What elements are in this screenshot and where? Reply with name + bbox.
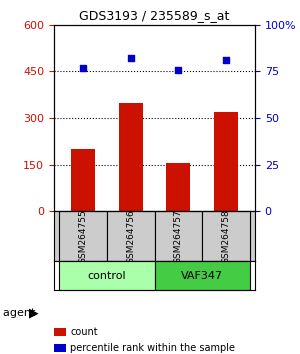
FancyBboxPatch shape — [154, 211, 202, 261]
Text: ▶: ▶ — [28, 307, 38, 320]
Text: control: control — [87, 271, 126, 281]
Text: GSM264756: GSM264756 — [126, 209, 135, 264]
FancyBboxPatch shape — [154, 261, 250, 290]
Text: VAF347: VAF347 — [181, 271, 224, 281]
Point — [224, 57, 229, 63]
Bar — [71, 149, 95, 211]
Point — [80, 65, 85, 70]
Bar — [167, 163, 191, 211]
Point — [176, 67, 181, 73]
Point — [128, 56, 133, 61]
Bar — [118, 103, 142, 211]
Bar — [214, 112, 238, 211]
Title: GDS3193 / 235589_s_at: GDS3193 / 235589_s_at — [79, 9, 230, 22]
Text: GSM264757: GSM264757 — [174, 209, 183, 264]
Text: count: count — [70, 327, 98, 337]
FancyBboxPatch shape — [59, 211, 106, 261]
Text: percentile rank within the sample: percentile rank within the sample — [70, 343, 236, 353]
FancyBboxPatch shape — [59, 261, 154, 290]
Text: GSM264755: GSM264755 — [78, 209, 87, 264]
FancyBboxPatch shape — [202, 211, 250, 261]
Text: GSM264758: GSM264758 — [222, 209, 231, 264]
FancyBboxPatch shape — [106, 211, 154, 261]
Text: agent: agent — [3, 308, 39, 318]
